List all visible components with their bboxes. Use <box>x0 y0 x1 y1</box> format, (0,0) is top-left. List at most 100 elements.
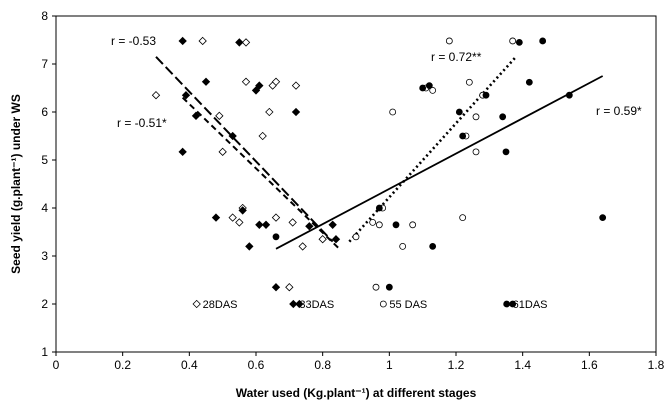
x-tick-label: 1.4 <box>514 358 531 372</box>
x-tick-label: 1.8 <box>648 358 664 372</box>
data-point <box>459 132 467 140</box>
data-point <box>525 78 533 86</box>
data-point <box>218 147 227 156</box>
trendlines <box>155 55 604 250</box>
trend-label: r = 0.59* <box>596 104 642 118</box>
trend-label: r = -0.53 <box>111 34 156 48</box>
data-point <box>245 242 254 251</box>
data-point <box>215 111 224 120</box>
legend-marker <box>503 300 511 308</box>
legend-marker <box>379 300 387 308</box>
x-tick-label: 0.8 <box>314 358 331 372</box>
data-point <box>539 37 547 45</box>
y-tick-label: 7 <box>41 57 48 71</box>
y-tick-label: 5 <box>41 153 48 167</box>
legend-label: 33DAS <box>299 299 334 311</box>
data-point <box>409 221 417 229</box>
x-tick-label: 1.6 <box>581 358 598 372</box>
data-point <box>305 222 314 231</box>
trendline <box>348 55 517 243</box>
data-point <box>499 113 507 121</box>
x-tick-label: 0.2 <box>114 358 131 372</box>
data-point <box>265 107 274 117</box>
data-point <box>201 77 211 86</box>
data-point <box>472 148 480 156</box>
legend-label: 28DAS <box>203 299 238 311</box>
data-point <box>318 235 327 244</box>
legend: 28DAS 33DAS 55 DAS 61DAS <box>192 299 548 311</box>
y-tick-label: 8 <box>41 9 48 23</box>
data-point <box>328 220 337 229</box>
data-point <box>261 220 271 229</box>
data-point <box>211 213 221 222</box>
y-tick-label: 6 <box>41 105 48 119</box>
data-point <box>509 37 517 45</box>
trendline <box>275 75 604 250</box>
data-point <box>372 283 380 291</box>
data-point <box>385 283 393 291</box>
data-point <box>429 242 437 250</box>
data-point <box>151 91 161 100</box>
x-tick-label: 1 <box>386 358 393 372</box>
data-point <box>392 221 400 229</box>
data-point <box>455 108 463 116</box>
plot-area <box>55 15 657 353</box>
data-point <box>285 283 294 292</box>
y-tick-label: 1 <box>41 345 48 359</box>
data-point <box>565 91 573 99</box>
data-point <box>228 213 237 222</box>
data-points <box>151 36 607 309</box>
plot-frame <box>55 15 657 353</box>
data-point <box>375 221 383 229</box>
data-point <box>429 87 437 94</box>
data-point <box>291 81 301 90</box>
trend-label: r = -0.51* <box>117 116 167 130</box>
data-point <box>425 82 433 89</box>
data-point <box>235 218 244 227</box>
y-tick-label: 4 <box>41 201 48 215</box>
data-point <box>399 242 407 250</box>
data-point <box>271 283 281 292</box>
data-point <box>515 39 523 46</box>
y-axis-title: Seed yield (g.plant⁻¹) under WS <box>9 94 23 274</box>
data-point <box>258 131 267 141</box>
x-tick-label: 0 <box>53 358 60 372</box>
data-point <box>445 37 453 45</box>
data-point <box>298 242 307 251</box>
data-point <box>352 233 360 241</box>
data-point <box>419 84 427 92</box>
legend-label: 61DAS <box>513 299 548 311</box>
data-point <box>502 148 510 156</box>
data-point <box>241 77 251 86</box>
data-point <box>272 233 280 241</box>
data-point <box>375 204 383 212</box>
data-point <box>482 91 490 99</box>
data-point <box>271 213 281 222</box>
trend-label: r = 0.72** <box>431 50 482 64</box>
data-point <box>389 108 397 116</box>
trendline <box>155 56 334 243</box>
data-point <box>178 147 187 156</box>
data-point <box>235 38 244 47</box>
legend-marker <box>192 299 201 309</box>
data-point <box>472 113 480 121</box>
trend-labels: r = -0.51* r = -0.53 r = 0.72** r = 0.59* <box>111 34 642 130</box>
y-tick-label: 2 <box>41 297 48 311</box>
x-axis-title: Water used (Kg.plant⁻¹) at different sta… <box>236 386 477 400</box>
data-point <box>369 218 377 226</box>
data-point <box>291 107 301 117</box>
x-axis: 0 0.2 0.4 0.6 0.8 1 1.2 1.4 1.6 1.8 <box>53 352 664 372</box>
data-point <box>178 36 187 46</box>
data-point <box>331 235 341 244</box>
y-axis: 1 2 3 4 5 6 7 8 <box>41 9 56 359</box>
data-point <box>198 36 207 46</box>
legend-marker <box>289 299 298 309</box>
legend-label: 55 DAS <box>389 299 427 311</box>
data-point <box>465 78 473 86</box>
data-point <box>599 214 607 222</box>
x-tick-label: 0.4 <box>181 358 198 372</box>
y-tick-label: 3 <box>41 249 48 263</box>
x-tick-label: 1.2 <box>448 358 465 372</box>
data-point <box>288 218 297 227</box>
